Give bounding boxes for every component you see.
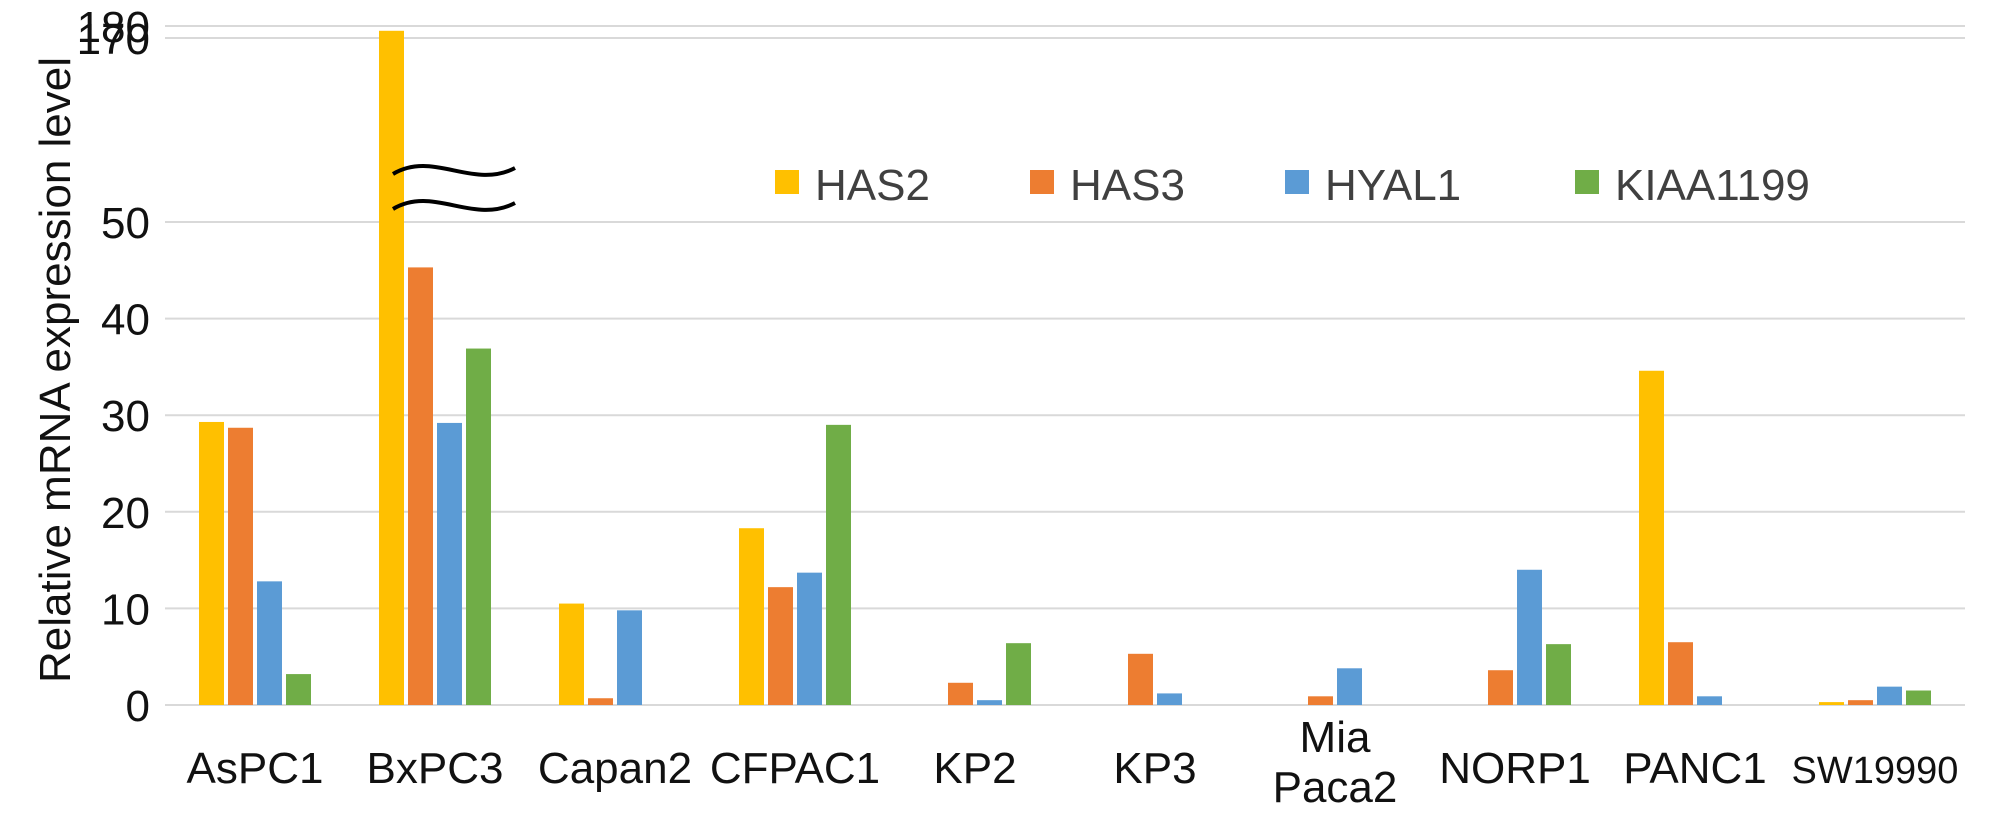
bar-kiaa1199-cfpac1 <box>826 424 851 705</box>
bar-hyal1-bxpc3 <box>437 422 462 705</box>
bar-hyal1-kp3 <box>1157 693 1182 705</box>
bar-hyal1-sw19990 <box>1877 686 1902 705</box>
legend-label-kiaa1199: KIAA1199 <box>1615 161 1810 210</box>
legend-label-has3: HAS3 <box>1070 161 1185 210</box>
bar-kiaa1199-aspc1 <box>286 674 311 705</box>
bar-has2-aspc1 <box>199 421 224 705</box>
x-tick-label: Mia <box>1300 713 1371 762</box>
bar-kiaa1199-sw19990 <box>1906 690 1931 705</box>
x-tick-label: Paca2 <box>1273 763 1398 812</box>
bar-hyal1-capan2 <box>617 610 642 705</box>
x-tick-label: PANC1 <box>1623 744 1766 793</box>
x-tick-label: BxPC3 <box>367 744 504 793</box>
bar-hyal1-kp2 <box>977 700 1002 705</box>
x-tick-label: Capan2 <box>538 744 692 793</box>
bar-kiaa1199-bxpc3 <box>466 348 491 705</box>
legend: HAS2 HAS3 HYAL1 KIAA1199 <box>775 161 1810 210</box>
x-tick-label: KP3 <box>1113 744 1196 793</box>
bar-has3-kp2 <box>948 682 973 705</box>
x-tick-label: AsPC1 <box>187 744 324 793</box>
bar-has2-sw19990 <box>1819 702 1844 705</box>
bar-has3-aspc1 <box>228 427 253 705</box>
axis-break-marker <box>391 164 516 213</box>
bar-has2-cfpac1 <box>739 528 764 705</box>
x-tick-label: KP2 <box>933 744 1016 793</box>
bar-has3-panc1 <box>1668 642 1693 705</box>
x-tick-label: CFPAC1 <box>710 744 880 793</box>
bar-has2-capan2 <box>559 603 584 705</box>
legend-swatch-has2 <box>775 170 799 194</box>
bar-kiaa1199-kp2 <box>1006 643 1031 705</box>
legend-swatch-kiaa1199 <box>1575 170 1599 194</box>
y-tick-label: 10 <box>101 585 150 634</box>
axis-break-line <box>391 199 516 212</box>
bar-has3-sw19990 <box>1848 700 1873 705</box>
bar-hyal1-cfpac1 <box>797 572 822 705</box>
axis-break-line <box>391 164 516 177</box>
bar-hyal1-mia-paca2 <box>1337 668 1362 705</box>
bar-has3-cfpac1 <box>768 587 793 705</box>
y-axis-title: Relative mRNA expression level <box>31 57 80 683</box>
bar-kiaa1199-norp1 <box>1546 644 1571 705</box>
y-tick-label: 40 <box>101 296 150 345</box>
bar-has3-bxpc3 <box>408 267 433 705</box>
y-tick-label: 170 <box>77 15 150 64</box>
legend-swatch-hyal1 <box>1285 170 1309 194</box>
y-tick-label: 180 <box>77 3 150 52</box>
gridlines <box>165 25 1965 706</box>
bar-has2-bxpc3 <box>379 30 404 706</box>
y-tick-label: 50 <box>101 199 150 248</box>
bar-has3-capan2 <box>588 698 613 705</box>
bar-has3-mia-paca2 <box>1308 696 1333 705</box>
x-tick-label: NORP1 <box>1439 744 1591 793</box>
bar-has3-norp1 <box>1488 670 1513 705</box>
bar-has2-panc1 <box>1639 370 1664 705</box>
bar-hyal1-aspc1 <box>257 581 282 705</box>
x-tick-label: SW19990 <box>1792 750 1959 792</box>
bars <box>199 30 1931 706</box>
y-tick-label: 20 <box>101 489 150 538</box>
bar-hyal1-panc1 <box>1697 696 1722 705</box>
y-tick-label: 0 <box>126 682 150 731</box>
legend-label-has2: HAS2 <box>815 161 930 210</box>
bar-has3-kp3 <box>1128 653 1153 705</box>
legend-swatch-has3 <box>1030 170 1054 194</box>
bar-hyal1-norp1 <box>1517 569 1542 705</box>
legend-label-hyal1: HYAL1 <box>1325 161 1461 210</box>
y-tick-label: 30 <box>101 392 150 441</box>
